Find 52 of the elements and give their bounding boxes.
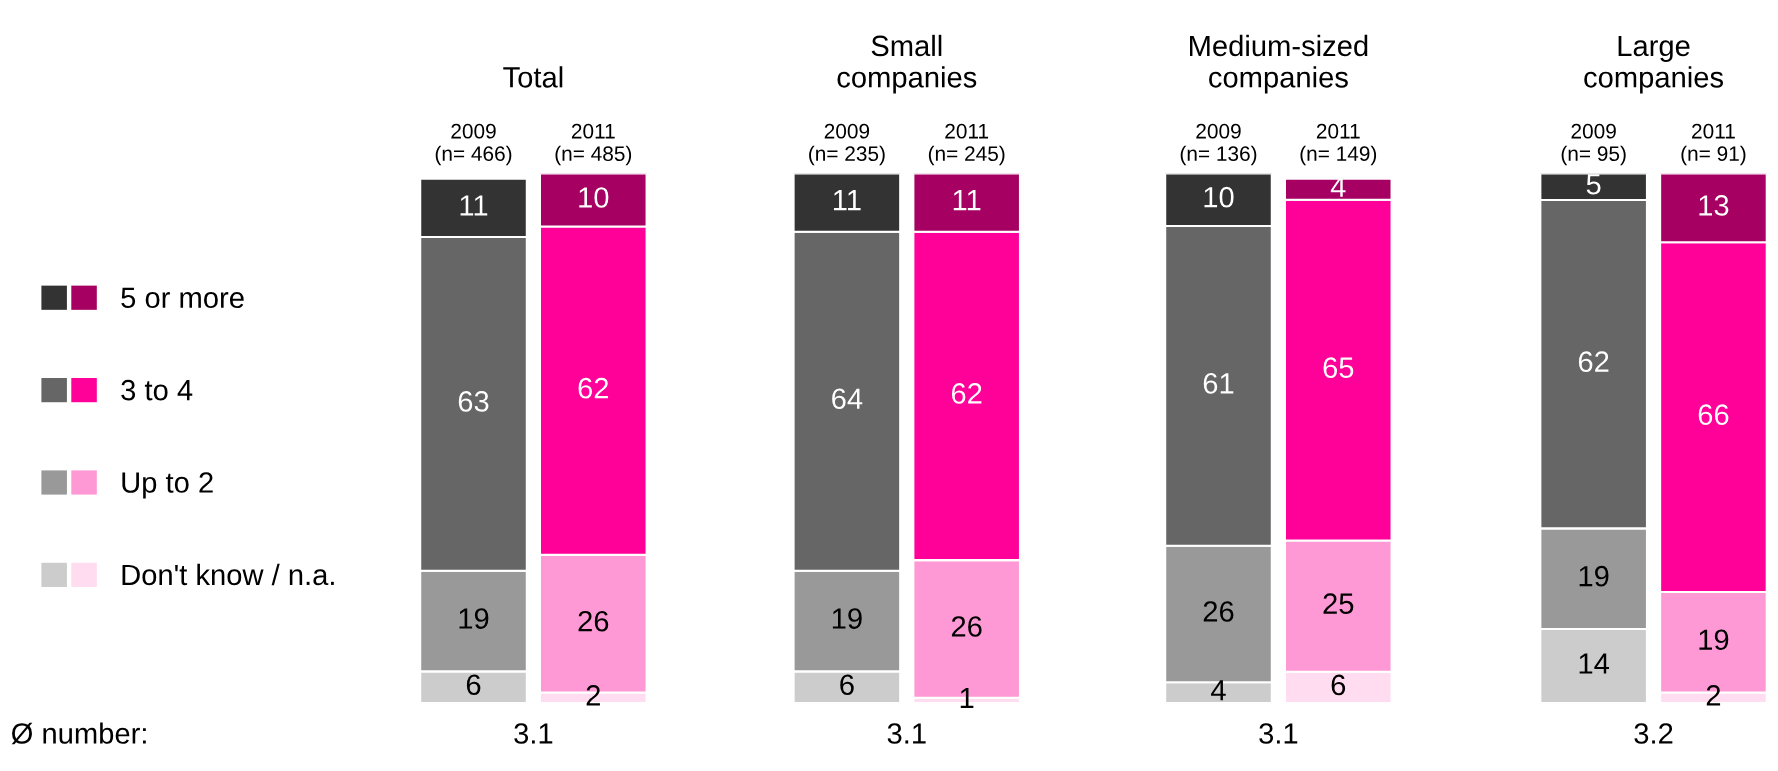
chart-title: Medium-sized companies	[1190, 34, 1368, 94]
legend-label: Up to 2	[122, 472, 213, 499]
chart-title: Large companies	[1584, 35, 1724, 94]
legend-label: 3 to 4	[121, 379, 193, 401]
data-label: 62	[951, 383, 982, 404]
x-tick-label: 2011 (n= 149)	[1300, 123, 1377, 166]
text: 3.1	[514, 723, 553, 744]
data-label: 14	[1579, 653, 1610, 674]
data-label: 2	[586, 685, 600, 706]
data-label: 10	[579, 187, 609, 208]
data-label: 26	[578, 610, 609, 632]
chart-title: Total	[503, 66, 563, 88]
x-tick-label: 2009 (n= 95)	[1561, 123, 1626, 166]
data-label: 11	[460, 195, 488, 216]
data-label: 19	[459, 608, 489, 629]
legend-label: Don't know / n.a.	[122, 563, 334, 586]
data-label: 62	[578, 377, 609, 399]
data-label: 13	[1699, 195, 1729, 216]
data-label: 6	[466, 674, 481, 696]
data-label: 26	[951, 616, 982, 637]
x-tick-label: 2011 (n= 91)	[1681, 123, 1746, 166]
data-label: 26	[1203, 601, 1234, 622]
x-tick-label: 2011 (n= 245)	[928, 123, 1005, 166]
x-tick-label: 2009 (n= 136)	[1180, 123, 1257, 166]
data-label: 63	[458, 391, 489, 412]
text: Ø number:	[11, 722, 146, 745]
data-label: 62	[1578, 351, 1609, 372]
data-label: 25	[1323, 593, 1354, 614]
text: 3.1	[887, 723, 926, 744]
data-label: 66	[1698, 404, 1729, 425]
data-label: 5	[1586, 174, 1601, 195]
data-label: 6	[840, 674, 854, 696]
data-label: 61	[1203, 373, 1234, 394]
data-label: 2	[1706, 685, 1721, 706]
x-tick-label: 2009 (n= 235)	[809, 123, 885, 166]
data-label: 19	[832, 608, 862, 629]
data-label: 4	[1211, 680, 1226, 701]
data-label: 65	[1323, 357, 1354, 378]
text: 3.2	[1634, 723, 1673, 744]
data-label: 64	[832, 388, 863, 410]
data-label: 19	[1699, 629, 1729, 651]
data-label: 19	[1579, 565, 1609, 587]
data-label: 10	[1204, 186, 1234, 208]
data-label: 1	[960, 687, 974, 709]
text: 3.1	[1259, 723, 1298, 744]
chart-title: Small companies	[837, 34, 977, 94]
data-label: 11	[953, 190, 981, 211]
data-label: 6	[1331, 674, 1346, 696]
x-tick-label: 2011 (n= 485)	[555, 123, 632, 166]
data-label: 11	[833, 190, 861, 211]
x-tick-label: 2009 (n= 466)	[435, 123, 512, 166]
legend-label: 5 or more	[121, 287, 244, 309]
